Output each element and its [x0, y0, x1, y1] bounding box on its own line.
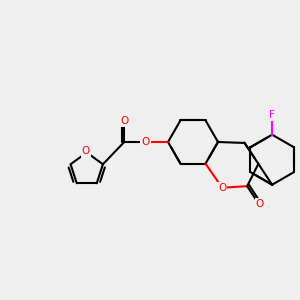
- Text: F: F: [269, 110, 275, 120]
- Text: O: O: [218, 183, 226, 193]
- Text: O: O: [256, 199, 264, 209]
- Text: O: O: [120, 116, 128, 126]
- Text: O: O: [82, 146, 90, 157]
- Text: O: O: [141, 137, 150, 147]
